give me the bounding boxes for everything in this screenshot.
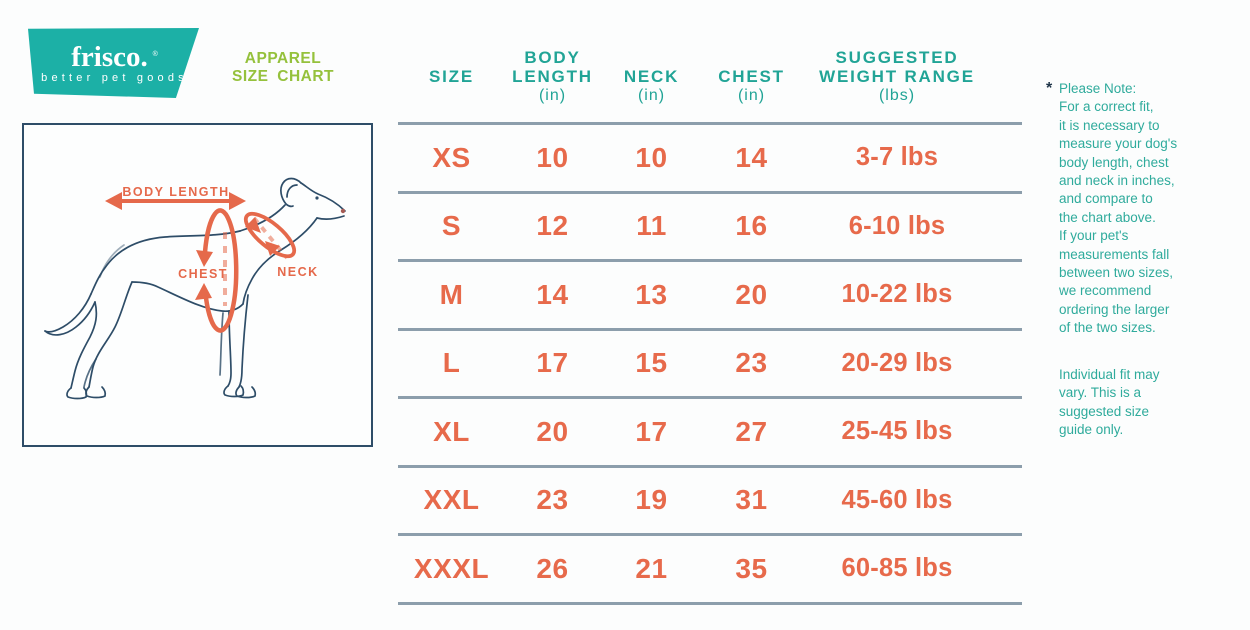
neck-arrowhead-up [265, 241, 280, 256]
size-value: XXXL [413, 552, 490, 584]
size-value: S [441, 210, 462, 242]
registered-mark: ® [152, 50, 158, 58]
chest-value: 35 [735, 552, 768, 584]
chest-value: 20 [735, 278, 768, 310]
neck-label: NECK [277, 265, 318, 279]
chest-value: 14 [735, 141, 768, 173]
dog-outline [44, 177, 346, 400]
chest-value: 16 [735, 210, 768, 242]
table-row-m: M 14 13 20 10-22 lbs [398, 259, 1022, 328]
body-length-label: BODY LENGTH [122, 185, 229, 199]
page-title-line2: SIZE CHART [232, 68, 334, 85]
neck-ellipse [243, 211, 297, 259]
chest-arrowhead-up [195, 283, 212, 300]
table-row-xxl: XXL 23 19 31 45-60 lbs [398, 464, 1022, 534]
chest-value: 27 [735, 415, 768, 447]
neck-value: 15 [635, 347, 668, 379]
note-paragraph-1: Please Note: For a correct fit, it is ne… [1059, 81, 1178, 336]
size-value: M [439, 278, 464, 310]
body-length-value: 20 [536, 415, 569, 447]
weight-range-value: 3-7 lbs [855, 143, 939, 172]
weight-range-value: 10-22 lbs [841, 280, 953, 309]
chest-value: 23 [735, 347, 768, 379]
neck-value: 21 [635, 552, 668, 584]
neck-value: 10 [635, 141, 668, 173]
column-header-weight-range: SUGGESTED WEIGHT RANGE (lbs) [819, 48, 975, 104]
neck-value: 19 [635, 484, 668, 516]
table-row-xs: XS 10 10 14 3-7 lbs [398, 122, 1022, 191]
dog-eye [315, 196, 319, 200]
size-value: XL [433, 415, 470, 447]
neck-arrowhead-down [245, 217, 261, 233]
note-panel: * Please Note: For a correct fit, it is … [1046, 80, 1250, 439]
dog-nose [340, 208, 346, 214]
table-row-xl: XL 20 17 27 25-45 lbs [398, 396, 1022, 465]
size-value: L [442, 347, 461, 379]
body-length-value: 12 [536, 210, 569, 242]
table-header-row: SIZE BODY LENGTH (in) NECK (in) CHEST (i… [398, 45, 1022, 122]
weight-range-value: 6-10 lbs [848, 211, 946, 240]
size-table: SIZE BODY LENGTH (in) NECK (in) CHEST (i… [398, 45, 1022, 605]
weight-range-value: 45-60 lbs [841, 485, 953, 514]
measurement-diagram: BODY LENGTH CHEST NECK [22, 123, 373, 447]
table-row-s: S 12 11 16 6-10 lbs [398, 190, 1022, 260]
chest-value: 31 [735, 484, 768, 516]
body-length-arrowhead-left [105, 192, 122, 210]
body-length-value: 26 [536, 552, 569, 584]
dog-illustration: BODY LENGTH CHEST NECK [44, 177, 346, 400]
asterisk: * [1046, 80, 1053, 97]
body-length-value: 10 [536, 141, 569, 173]
page-title: APPAREL SIZE CHART [228, 50, 338, 86]
brand-name: frisco. [71, 40, 148, 73]
frisco-logo-banner: frisco. ® better pet goods [28, 28, 199, 98]
chest-ellipse [202, 208, 239, 333]
table-row-l: L 17 15 23 20-29 lbs [398, 327, 1022, 397]
body-length-value: 17 [536, 347, 569, 379]
brand-tagline: better pet goods [41, 71, 188, 84]
column-header-body-length: BODY LENGTH (in) [512, 48, 593, 104]
body-length-value: 23 [536, 484, 569, 516]
measurement-annotations: BODY LENGTH CHEST NECK [105, 185, 318, 333]
column-header-size: SIZE [429, 67, 474, 86]
size-value: XXL [423, 484, 480, 516]
table-row-xxxl: XXXL 26 21 35 60-85 lbs [398, 533, 1022, 602]
weight-range-value: 25-45 lbs [841, 417, 953, 446]
weight-range-value: 20-29 lbs [841, 348, 953, 377]
table-body: XS 10 10 14 3-7 lbs S 12 11 16 6-10 lbs … [398, 122, 1022, 605]
page-title-line1: APPAREL [244, 50, 322, 67]
column-header-chest: CHEST (in) [718, 67, 785, 104]
size-value: XS [432, 141, 471, 173]
note-paragraph-2: Individual fit may vary. This is a sugge… [1059, 366, 1160, 437]
chest-arrowhead-down [196, 250, 213, 267]
chest-label: CHEST [178, 267, 228, 281]
body-length-value: 14 [536, 278, 569, 310]
column-header-neck: NECK (in) [623, 67, 680, 104]
neck-value: 11 [636, 210, 667, 242]
weight-range-value: 60-85 lbs [841, 554, 953, 583]
neck-dashed-line [252, 216, 289, 260]
frisco-wordmark: frisco. ® [71, 40, 158, 73]
neck-value: 13 [635, 278, 668, 310]
neck-value: 17 [635, 415, 668, 447]
body-length-arrowhead-right [229, 192, 246, 210]
